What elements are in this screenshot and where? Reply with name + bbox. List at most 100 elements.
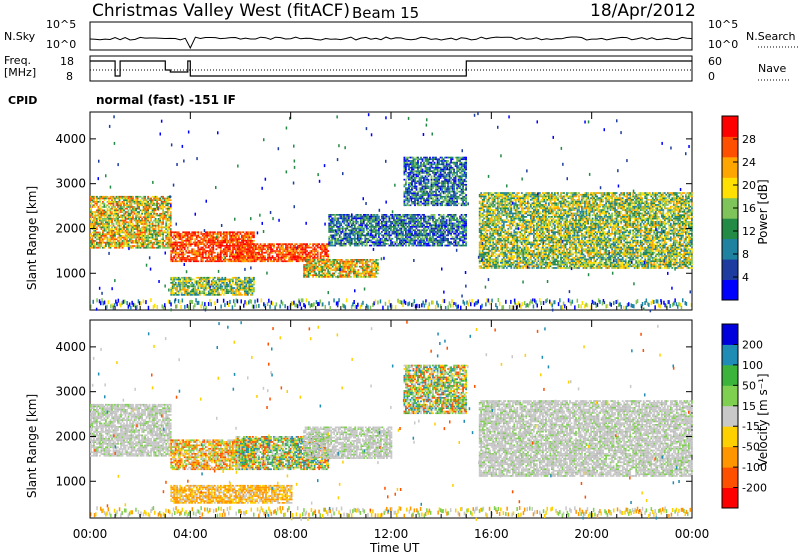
power-cell [170, 233, 172, 235]
power-cell [479, 250, 481, 252]
power-cell [416, 231, 418, 233]
power-cell [147, 238, 149, 240]
power-cell [317, 245, 319, 247]
power-cell [149, 204, 151, 206]
power-cell [128, 227, 130, 229]
power-cell [330, 268, 332, 270]
power-cell [253, 231, 255, 233]
power-cell [122, 235, 124, 237]
power-cell [357, 223, 359, 225]
power-cell [240, 252, 242, 254]
power-cell [152, 235, 154, 237]
power-cell [119, 227, 121, 229]
power-cell [193, 248, 195, 250]
power-cell [375, 218, 377, 220]
power-cell [119, 201, 121, 203]
power-cell [104, 247, 106, 249]
power-cell [182, 242, 184, 244]
power-cell [138, 211, 140, 213]
power-cell [144, 198, 146, 200]
power-cell [351, 262, 353, 264]
power-cell [366, 223, 368, 225]
power-cell [224, 250, 226, 252]
power-cell [105, 244, 107, 246]
power-cell [369, 261, 371, 263]
power-cell [120, 204, 122, 206]
power-cell [212, 248, 214, 250]
power-cell [320, 254, 322, 256]
power-cell [405, 221, 407, 223]
power-cell [241, 294, 243, 296]
power-cell [398, 236, 400, 238]
power-cell [452, 243, 454, 245]
power-cell [194, 250, 196, 252]
power-cell [165, 216, 167, 218]
power-cell [238, 237, 240, 239]
power-cell [155, 210, 157, 212]
power-cell [311, 261, 313, 263]
power-cell [96, 199, 98, 201]
power-cell [407, 238, 409, 240]
power-cell [132, 223, 134, 225]
power-cell [194, 242, 196, 244]
power-cell [378, 218, 380, 220]
power-cell [387, 229, 389, 231]
power-cell [228, 292, 230, 294]
power-cell [162, 233, 164, 235]
power-cell [155, 230, 157, 232]
power-cell [214, 277, 216, 279]
power-cell [402, 236, 404, 238]
power-cell [205, 292, 207, 294]
power-cell [423, 240, 425, 242]
power-cell [425, 228, 427, 230]
power-cell [361, 238, 363, 240]
power-cell [111, 228, 113, 230]
power-cell [390, 240, 392, 242]
power-cell [159, 240, 161, 242]
power-cell [306, 243, 308, 245]
power-cell [410, 241, 412, 243]
power-cell [347, 259, 349, 261]
power-cell [164, 240, 166, 242]
power-cell [345, 216, 347, 218]
power-cell [138, 208, 140, 210]
power-cell [101, 245, 103, 247]
power-cell [465, 224, 467, 226]
power-cell [194, 243, 196, 245]
power-cell [345, 228, 347, 230]
power-cell [435, 231, 437, 233]
power-cell [176, 289, 178, 291]
power-cell [164, 203, 166, 205]
power-cell [194, 231, 196, 233]
power-cell [175, 250, 177, 252]
power-cell [108, 223, 110, 225]
power-cell [111, 211, 113, 213]
power-cell [113, 204, 115, 206]
power-cell [95, 237, 97, 239]
power-cell [435, 238, 437, 240]
power-cell [414, 216, 416, 218]
nsky-tick-top: 10^5 [46, 18, 76, 31]
power-cell [345, 218, 347, 220]
power-cell [182, 255, 184, 257]
power-cell [465, 235, 467, 237]
power-cell [386, 223, 388, 225]
power-cell [123, 228, 125, 230]
power-cell [187, 257, 189, 259]
power-cell [140, 216, 142, 218]
power-cell [150, 218, 152, 220]
power-cell [206, 243, 208, 245]
power-cell [315, 250, 317, 252]
power-cell [113, 203, 115, 205]
power-cell [285, 243, 287, 245]
power-cell [340, 236, 342, 238]
power-cell [105, 237, 107, 239]
power-cell [190, 277, 192, 279]
power-cell [378, 231, 380, 233]
power-cell [144, 196, 146, 198]
power-cell [390, 235, 392, 237]
power-cell [465, 216, 467, 218]
power-cell [119, 221, 121, 223]
power-cell [170, 237, 172, 239]
power-cell [441, 228, 443, 230]
